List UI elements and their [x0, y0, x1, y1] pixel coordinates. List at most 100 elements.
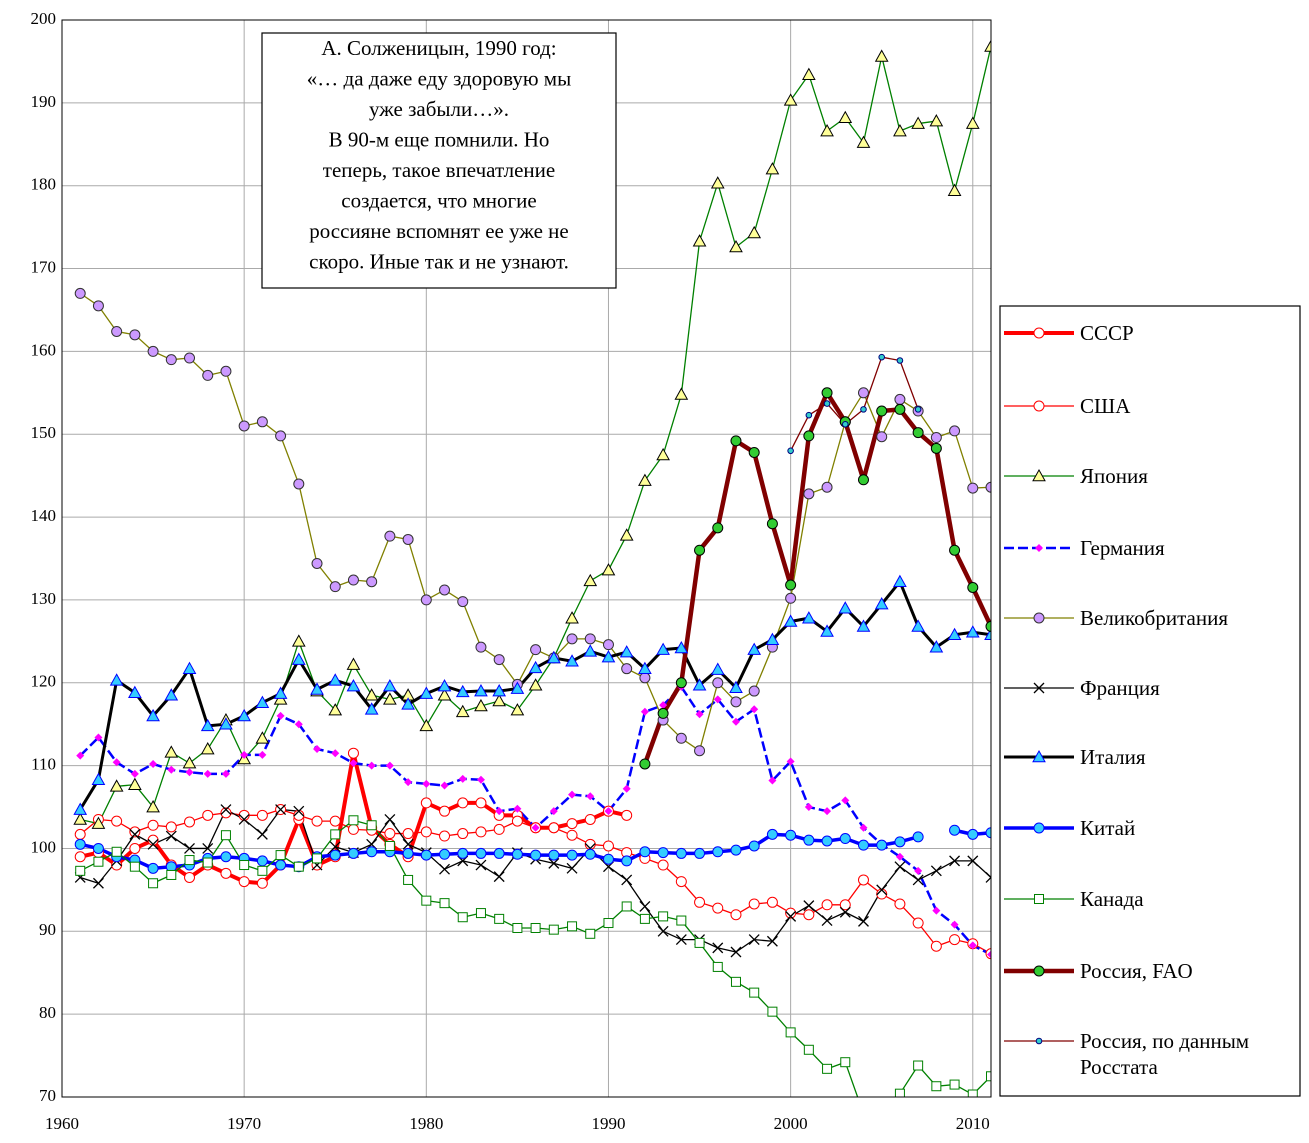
marker	[457, 596, 469, 608]
annotation-line: уже забыли…».	[369, 97, 509, 121]
marker	[929, 114, 944, 127]
marker	[585, 928, 596, 939]
marker	[293, 861, 304, 872]
marker	[256, 828, 268, 840]
marker	[495, 807, 504, 816]
marker	[601, 650, 616, 663]
marker	[384, 814, 396, 825]
marker	[528, 678, 543, 691]
marker	[91, 772, 106, 785]
marker	[967, 828, 979, 840]
marker	[748, 840, 760, 852]
marker	[493, 847, 505, 859]
marker	[985, 871, 991, 883]
marker	[984, 39, 991, 52]
marker	[475, 847, 487, 859]
marker	[130, 769, 139, 778]
marker	[240, 750, 249, 759]
marker	[896, 357, 904, 364]
marker	[492, 684, 507, 697]
marker	[675, 934, 687, 946]
marker	[404, 778, 413, 787]
marker	[366, 820, 377, 831]
marker	[74, 851, 86, 863]
legend-label: Канада	[1080, 887, 1144, 911]
marker	[348, 815, 359, 826]
marker	[656, 447, 670, 461]
marker	[621, 855, 633, 867]
marker	[439, 848, 451, 860]
marker	[129, 861, 140, 872]
marker	[912, 427, 924, 439]
marker	[149, 759, 158, 768]
marker	[640, 707, 649, 716]
x-tick-label: 1990	[591, 1114, 625, 1133]
marker	[820, 624, 834, 637]
marker	[638, 661, 652, 674]
marker	[841, 796, 850, 805]
legend-marker	[1033, 612, 1045, 624]
marker	[75, 865, 86, 876]
marker	[403, 874, 414, 885]
y-tick-label: 170	[31, 257, 57, 276]
marker	[914, 406, 922, 413]
marker	[93, 856, 104, 867]
marker	[965, 116, 980, 129]
marker	[331, 749, 340, 758]
marker	[385, 761, 394, 770]
marker	[694, 847, 706, 859]
marker	[639, 900, 651, 912]
marker	[785, 1027, 796, 1038]
marker	[656, 642, 670, 655]
marker	[313, 745, 322, 754]
marker	[675, 677, 687, 689]
marker	[94, 733, 103, 742]
marker	[638, 473, 652, 486]
marker	[512, 922, 523, 933]
marker	[712, 846, 724, 858]
marker	[329, 581, 341, 593]
x-tick-label: 1960	[45, 1114, 79, 1133]
marker	[384, 828, 396, 840]
marker	[639, 758, 651, 770]
marker	[146, 708, 160, 722]
y-tick-label: 150	[31, 423, 57, 442]
marker	[185, 768, 194, 777]
marker	[255, 731, 270, 744]
marker	[947, 183, 962, 196]
marker	[364, 688, 379, 701]
marker	[566, 818, 578, 830]
marker	[457, 828, 469, 840]
marker	[129, 826, 141, 838]
marker	[256, 855, 268, 867]
legend-marker	[1032, 468, 1046, 482]
marker	[894, 898, 906, 910]
marker	[584, 813, 596, 825]
marker	[930, 865, 942, 877]
marker	[949, 934, 961, 946]
marker	[985, 827, 991, 839]
marker	[202, 809, 214, 821]
marker	[823, 807, 832, 816]
marker	[203, 769, 212, 778]
marker	[747, 225, 762, 239]
marker	[967, 482, 979, 494]
marker	[347, 747, 359, 759]
marker	[383, 679, 397, 692]
marker	[513, 804, 522, 813]
legend-label: Россия, FAO	[1080, 959, 1193, 983]
marker	[712, 942, 724, 954]
marker	[785, 592, 797, 604]
marker	[657, 707, 669, 719]
marker	[730, 435, 742, 447]
marker	[566, 829, 578, 841]
marker	[184, 843, 195, 854]
annotation-line: скоро. Иные так и не узнают.	[309, 249, 569, 273]
marker	[783, 614, 798, 627]
marker	[1033, 822, 1045, 834]
marker	[603, 918, 614, 929]
annotation-line: создается, что многие	[341, 188, 536, 212]
marker	[439, 863, 450, 875]
marker	[493, 871, 505, 883]
marker	[785, 579, 797, 591]
